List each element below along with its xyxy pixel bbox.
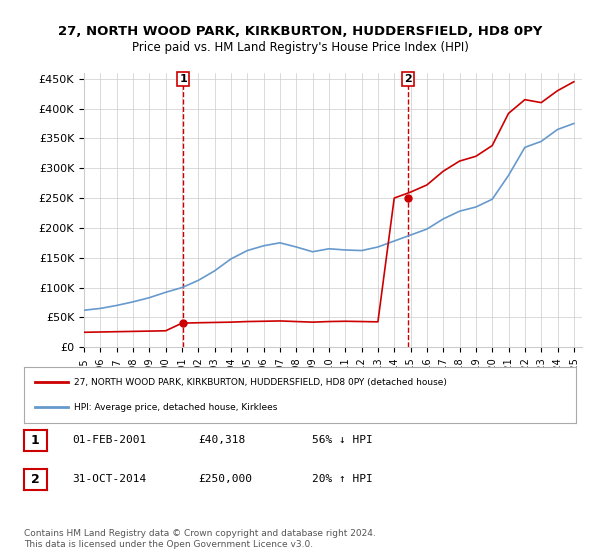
Text: 01-FEB-2001: 01-FEB-2001 [72,435,146,445]
Text: 1: 1 [179,74,187,84]
Text: 27, NORTH WOOD PARK, KIRKBURTON, HUDDERSFIELD, HD8 0PY: 27, NORTH WOOD PARK, KIRKBURTON, HUDDERS… [58,25,542,38]
Text: 2: 2 [404,74,412,84]
Text: HPI: Average price, detached house, Kirklees: HPI: Average price, detached house, Kirk… [74,403,277,412]
Text: 1: 1 [31,433,40,447]
Text: £40,318: £40,318 [198,435,245,445]
Text: 2: 2 [31,473,40,486]
Text: Contains HM Land Registry data © Crown copyright and database right 2024.
This d: Contains HM Land Registry data © Crown c… [24,529,376,549]
Text: 31-OCT-2014: 31-OCT-2014 [72,474,146,484]
Text: Price paid vs. HM Land Registry's House Price Index (HPI): Price paid vs. HM Land Registry's House … [131,41,469,54]
Text: 56% ↓ HPI: 56% ↓ HPI [312,435,373,445]
Text: 27, NORTH WOOD PARK, KIRKBURTON, HUDDERSFIELD, HD8 0PY (detached house): 27, NORTH WOOD PARK, KIRKBURTON, HUDDERS… [74,378,446,387]
Text: 20% ↑ HPI: 20% ↑ HPI [312,474,373,484]
Text: £250,000: £250,000 [198,474,252,484]
